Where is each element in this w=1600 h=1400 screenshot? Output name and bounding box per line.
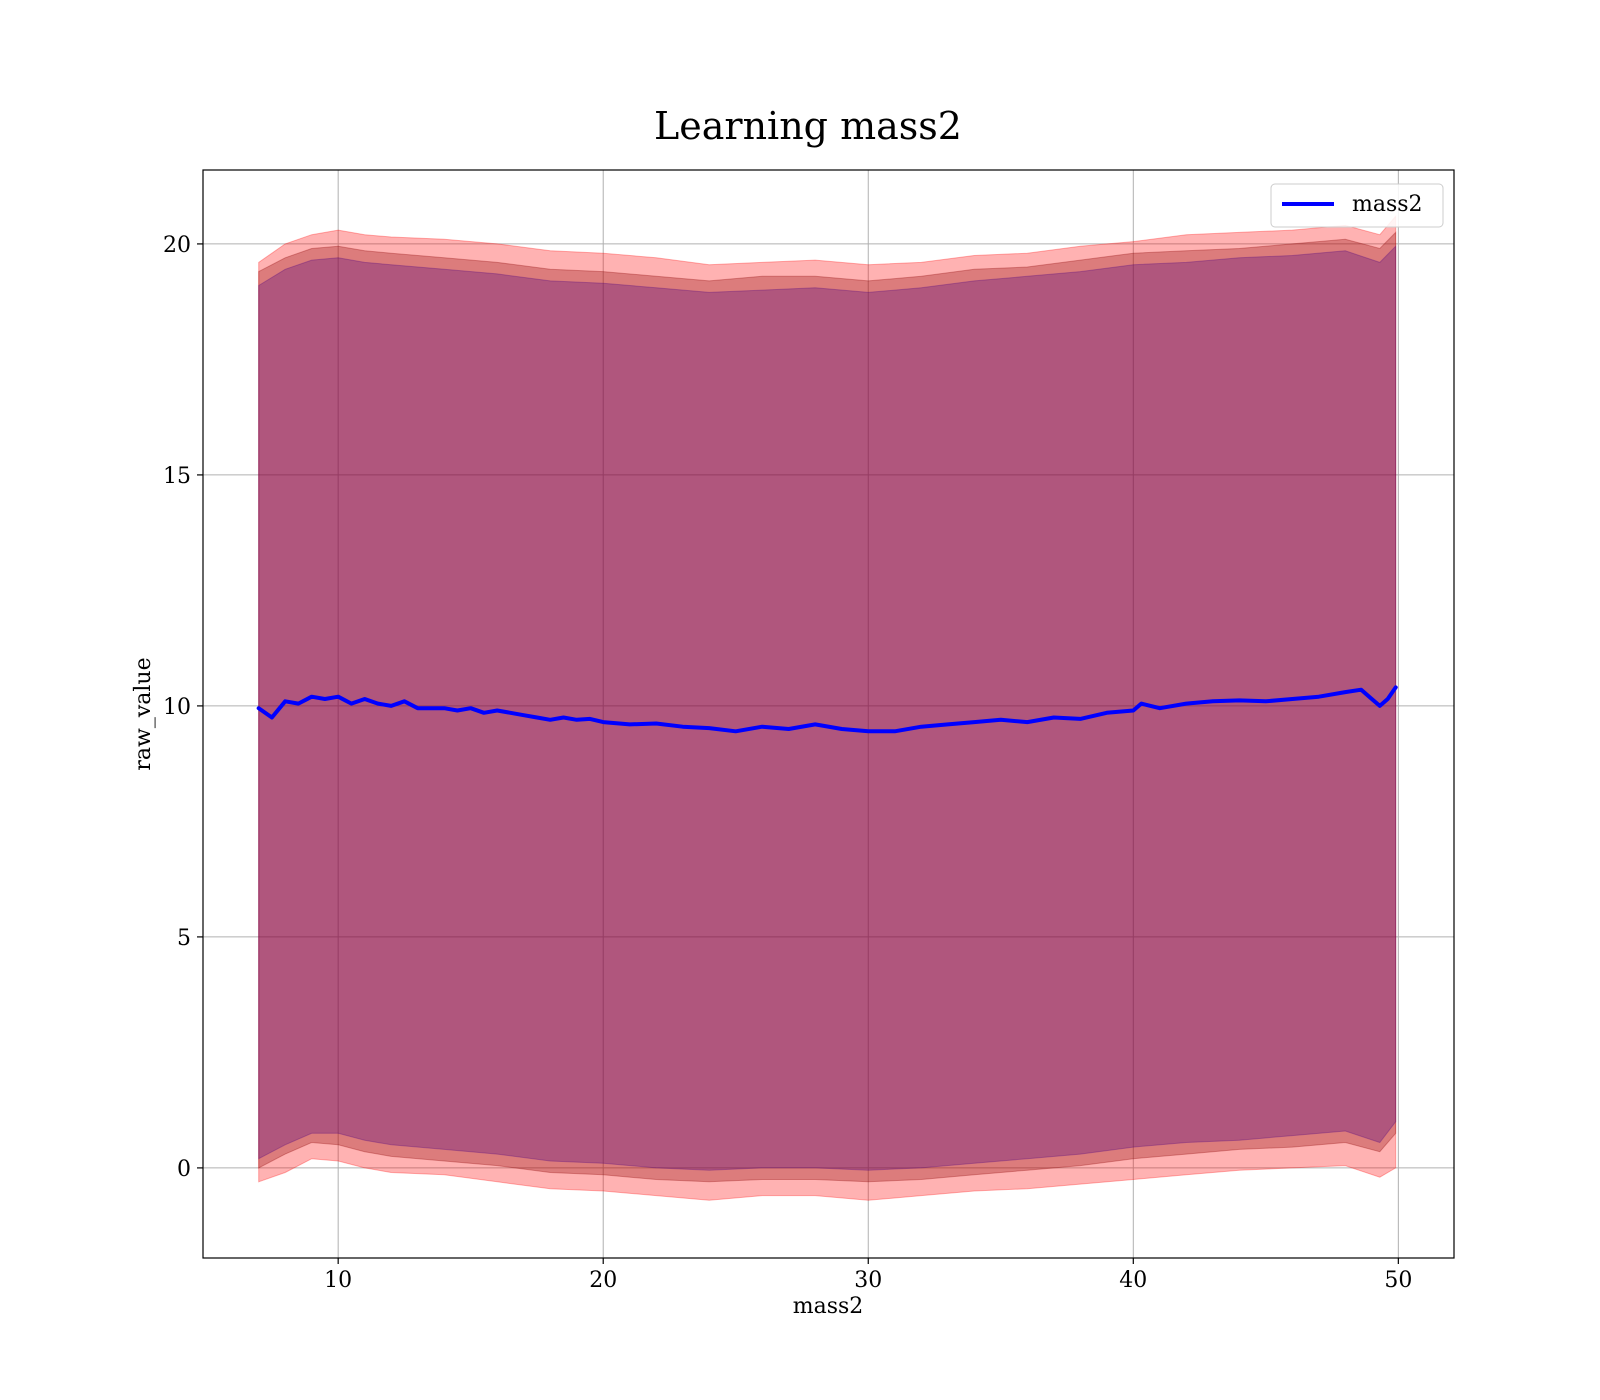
series-lines: [256, 685, 1398, 734]
y-axis-label: raw_value: [131, 657, 156, 770]
legend-box: [1270, 183, 1444, 228]
y-tick-label: 0: [177, 1157, 191, 1182]
chart-title: Learning mass2: [654, 104, 962, 148]
x-tick-label: 50: [1384, 1268, 1412, 1293]
grid: [203, 170, 1454, 1258]
x-tick-label: 10: [324, 1268, 352, 1293]
axis-ticks: 10 20 30 40 50 0 5 10 15 20: [163, 233, 1412, 1293]
legend: mass2: [1270, 183, 1444, 228]
y-tick-label: 5: [177, 926, 191, 951]
plot-frame: [202, 169, 1455, 1259]
x-axis-label: mass2: [793, 1294, 864, 1319]
confidence-band-2: [258, 244, 1397, 1171]
x-tick-label: 20: [589, 1268, 617, 1293]
confidence-bands: [258, 214, 1397, 1201]
x-tick-label: 30: [854, 1268, 882, 1293]
y-tick-label: 15: [163, 464, 191, 489]
x-tick-label: 40: [1119, 1268, 1147, 1293]
series-line-0: [256, 685, 1398, 734]
confidence-band-1: [258, 231, 1397, 1183]
y-tick-label: 20: [163, 233, 191, 258]
legend-label: mass2: [1352, 192, 1423, 217]
y-tick-label: 10: [163, 695, 191, 720]
confidence-band-0: [258, 214, 1397, 1201]
